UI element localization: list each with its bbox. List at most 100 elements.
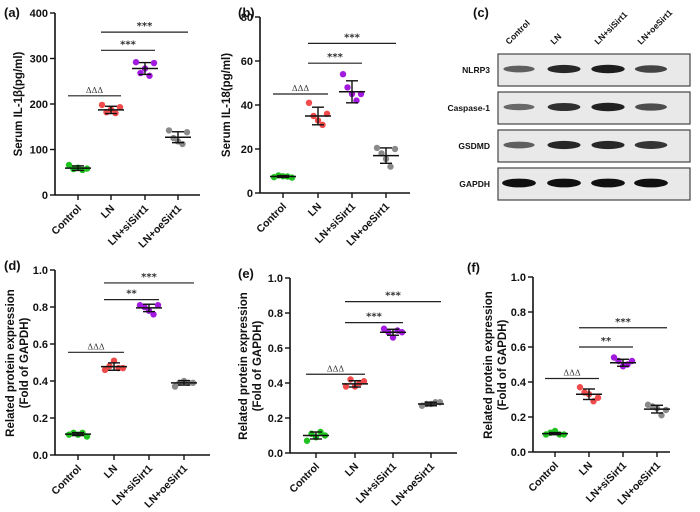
panel-label: (c) [473, 5, 489, 20]
blot-row-nlrp3: NLRP3 [462, 53, 691, 87]
series-control [303, 428, 329, 444]
y-tick-label: 0.4 [511, 377, 527, 389]
x-tick-label: Control [49, 203, 84, 238]
panel-label: (e) [238, 266, 254, 281]
data-point [150, 311, 157, 318]
y-tick-label: 0.0 [33, 450, 48, 462]
y-tick-label: 0.6 [33, 339, 48, 351]
lane-label: Control [503, 18, 531, 46]
x-tick-label: Control [49, 463, 84, 498]
protein-band [503, 65, 535, 73]
y-tick-label: 1.0 [268, 273, 283, 285]
y-axis-title: Related protein expression (Fold of GAPDH… [5, 289, 31, 437]
series-ln [305, 99, 331, 128]
data-point [594, 394, 602, 401]
series-ln-oesirt1 [644, 401, 670, 419]
protein-band [547, 103, 581, 111]
data-point [380, 325, 388, 332]
data-point [119, 364, 127, 372]
protein-band [547, 178, 581, 188]
significance-label: *** [385, 291, 401, 302]
y-tick-label: 80 [241, 12, 253, 24]
data-point [116, 103, 124, 111]
y-tick-label: 0 [42, 190, 48, 202]
significance-label: ΔΔΔ [563, 369, 581, 378]
protein-band [503, 141, 535, 149]
series-ln-sisirt1 [339, 71, 365, 104]
data-point [576, 384, 584, 391]
y-tick-label: 0.6 [268, 343, 283, 355]
data-point [101, 366, 109, 374]
protein-band [502, 178, 536, 188]
data-point [347, 376, 354, 383]
significance-label: *** [120, 39, 136, 50]
blot-row-gsdmd: GSDMD [458, 129, 691, 163]
data-point [179, 140, 186, 148]
significance-label: *** [344, 32, 360, 43]
data-point [610, 354, 618, 361]
protein-band [591, 140, 625, 150]
western-blot-panel: (c) Control LN LN+siSirt1 LN+oeSirt1 NLRP3 Cas… [447, 5, 691, 201]
protein-label: GAPDH [459, 179, 490, 189]
y-tick-label: 0 [247, 188, 253, 200]
data-point [305, 99, 313, 107]
significance-label: *** [366, 312, 382, 323]
data-point [391, 145, 399, 153]
protein-band [547, 64, 581, 74]
x-tick-label: LN [99, 203, 117, 221]
y-axis-title: Related protein expression (Fold of GAPDH… [483, 291, 509, 439]
data-point [339, 71, 347, 78]
data-point [360, 378, 368, 385]
significance-label: ** [601, 336, 612, 347]
y-tick-label: 0.4 [33, 376, 49, 388]
y-axis-title: Serum IL-18(pg/ml) [221, 53, 233, 157]
y-tick-label: 0.2 [268, 413, 283, 425]
data-point [303, 437, 311, 444]
significance-label: ΔΔΔ [327, 364, 345, 373]
significance-label: *** [615, 317, 631, 328]
series-ln-sisirt1 [132, 58, 158, 79]
data-point [154, 301, 162, 309]
y-tick-label: 0.6 [511, 342, 526, 354]
series-ln-sisirt1 [610, 354, 636, 370]
significance-label: *** [141, 272, 157, 283]
protein-label: NLRP3 [462, 65, 490, 75]
x-tick-label: LN [577, 460, 595, 478]
data-point [165, 127, 173, 134]
protein-label: GSDMD [458, 141, 490, 151]
y-tick-label: 0.0 [268, 448, 283, 460]
significance-label: *** [137, 21, 153, 32]
y-tick-label: 0.2 [33, 413, 48, 425]
data-point [132, 58, 140, 66]
y-tick-label: 0.8 [33, 302, 48, 314]
data-point [146, 72, 153, 79]
data-point [150, 59, 158, 67]
significance-label: ΔΔΔ [86, 86, 104, 95]
protein-band [547, 140, 581, 150]
y-tick-label: 0.8 [268, 308, 283, 320]
y-tick-label: 400 [30, 8, 48, 20]
y-tick-label: 1.0 [33, 265, 48, 277]
x-tick-label: Control [287, 461, 322, 496]
data-point [288, 174, 296, 181]
data-point [662, 406, 670, 414]
y-tick-label: 0.8 [511, 307, 526, 319]
y-tick-label: 1.0 [511, 272, 526, 284]
protein-band [635, 103, 667, 111]
data-point [373, 144, 381, 152]
protein-band [591, 178, 625, 188]
lane-label: LN [548, 31, 563, 46]
series-ln [576, 384, 602, 405]
data-point [83, 433, 91, 440]
data-point [183, 129, 191, 136]
series-control [542, 427, 568, 438]
x-tick-label: Control [254, 201, 289, 236]
lane-label: LN+oeSirt1 [635, 7, 674, 46]
x-tick-label: LN [343, 461, 361, 479]
blot-row-gapdh: GAPDH [459, 167, 691, 201]
x-tick-label: Control [526, 460, 561, 495]
series-ln-oesirt1 [373, 144, 399, 170]
data-point [171, 383, 179, 390]
